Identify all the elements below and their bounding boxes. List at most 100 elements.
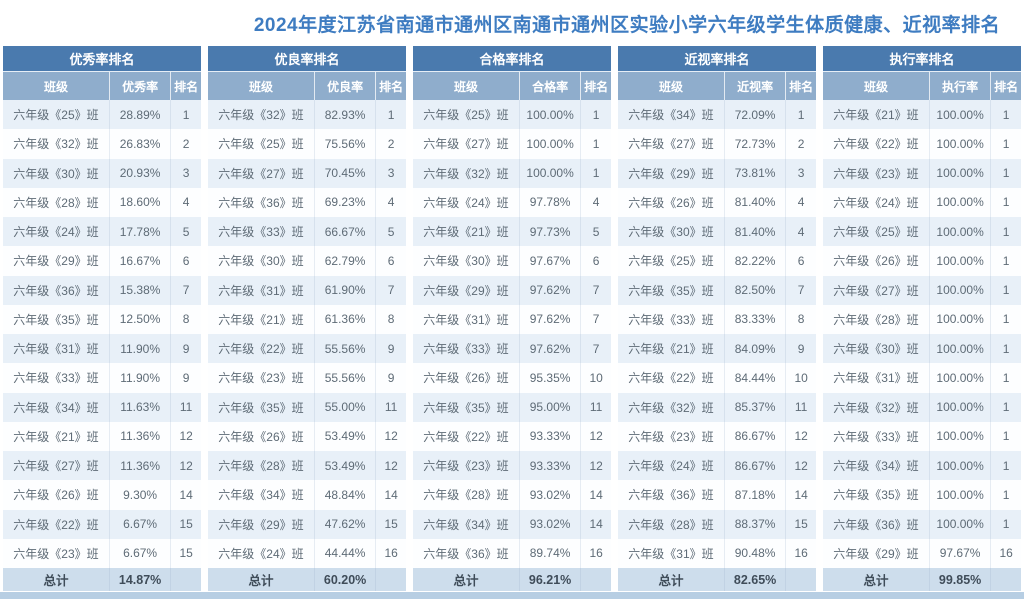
class-cell: 六年级《34》班 — [618, 100, 725, 130]
class-cell: 六年级《28》班 — [413, 480, 520, 510]
class-cell: 六年级《24》班 — [208, 538, 315, 568]
class-cell: 六年级《29》班 — [208, 509, 315, 539]
column-header-class: 班级 — [413, 72, 520, 100]
tables-container: 优秀率排名 班级 优秀率 排名 六年级《25》班 28.89% 1 六年级《32》班 26.83… — [0, 46, 1024, 591]
table-row: 六年级《31》班 97.62% 7 — [413, 304, 611, 334]
rate-cell: 81.40% — [725, 217, 787, 247]
rate-cell: 82.50% — [725, 275, 787, 305]
table-row: 六年级《33》班 100.00% 1 — [823, 421, 1021, 451]
total-value: 99.85% — [930, 568, 992, 591]
rank-cell: 5 — [182, 224, 190, 239]
rate-cell: 55.56% — [315, 334, 377, 364]
rate-cell: 93.33% — [520, 451, 582, 481]
class-cell: 六年级《31》班 — [208, 275, 315, 305]
rank-cell: 9 — [182, 370, 190, 385]
rate-cell: 97.62% — [520, 304, 582, 334]
group-header: 近视率排名 — [618, 46, 816, 72]
rate-cell: 82.93% — [315, 100, 377, 130]
class-cell: 六年级《27》班 — [3, 451, 110, 481]
total-rank — [991, 568, 1021, 591]
rate-cell: 97.78% — [520, 187, 582, 217]
total-row: 总计 60.20% — [208, 568, 406, 591]
rank-cell: 14 — [589, 517, 603, 532]
column-header-rate: 合格率 — [520, 72, 582, 100]
rank-cell: 4 — [797, 224, 805, 239]
table-row: 六年级《21》班 61.36% 8 — [208, 304, 406, 334]
rate-cell: 15.38% — [110, 275, 172, 305]
rate-cell: 93.33% — [520, 421, 582, 451]
rate-cell: 17.78% — [110, 217, 172, 247]
table-row: 六年级《30》班 97.67% 6 — [413, 246, 611, 276]
table-row: 六年级《25》班 100.00% 1 — [823, 217, 1021, 247]
class-cell: 六年级《22》班 — [3, 509, 110, 539]
table-row: 六年级《27》班 11.36% 12 — [3, 451, 201, 481]
rank-table-good-rate: 优良率排名 班级 优良率 排名 六年级《32》班 82.93% 1 六年级《25》班 75.56… — [208, 46, 406, 591]
table-row: 六年级《28》班 100.00% 1 — [823, 304, 1021, 334]
rank-cell: 7 — [182, 283, 190, 298]
rank-cell: 14 — [794, 487, 808, 502]
rank-cell: 8 — [387, 312, 395, 327]
table-row: 六年级《33》班 11.90% 9 — [3, 363, 201, 393]
rank-cell: 1 — [1002, 370, 1010, 385]
rank-cell: 4 — [797, 195, 805, 210]
rank-cell: 11 — [589, 400, 603, 415]
table-row: 六年级《26》班 9.30% 14 — [3, 480, 201, 510]
rate-cell: 100.00% — [930, 158, 992, 188]
rate-cell: 84.09% — [725, 334, 787, 364]
rank-cell: 1 — [1002, 400, 1010, 415]
rate-cell: 100.00% — [520, 100, 582, 130]
class-cell: 六年级《34》班 — [413, 509, 520, 539]
column-header-rate: 执行率 — [930, 72, 992, 100]
rank-cell: 1 — [1002, 517, 1010, 532]
rate-cell: 97.62% — [520, 275, 582, 305]
table-row: 六年级《31》班 61.90% 7 — [208, 275, 406, 305]
table-row: 六年级《25》班 75.56% 2 — [208, 129, 406, 159]
table-row: 六年级《35》班 55.00% 11 — [208, 392, 406, 422]
class-cell: 六年级《33》班 — [3, 363, 110, 393]
rank-cell: 12 — [179, 458, 193, 473]
table-row: 六年级《24》班 100.00% 1 — [823, 187, 1021, 217]
class-cell: 六年级《30》班 — [3, 158, 110, 188]
rank-cell: 9 — [387, 370, 395, 385]
table-row: 六年级《21》班 84.09% 9 — [618, 334, 816, 364]
total-label: 总计 — [823, 568, 930, 591]
rate-cell: 61.36% — [315, 304, 377, 334]
rate-cell: 100.00% — [930, 275, 992, 305]
total-label: 总计 — [618, 568, 725, 591]
rank-cell: 7 — [797, 283, 805, 298]
rank-cell: 14 — [589, 487, 603, 502]
class-cell: 六年级《23》班 — [3, 538, 110, 568]
class-cell: 六年级《29》班 — [3, 246, 110, 276]
table-row: 六年级《25》班 28.89% 1 — [3, 100, 201, 130]
rate-cell: 55.56% — [315, 363, 377, 393]
rate-cell: 100.00% — [930, 363, 992, 393]
table-row: 六年级《31》班 100.00% 1 — [823, 363, 1021, 393]
total-label: 总计 — [413, 568, 520, 591]
table-row: 六年级《22》班 55.56% 9 — [208, 334, 406, 364]
table-row: 六年级《32》班 100.00% 1 — [823, 392, 1021, 422]
rank-cell: 1 — [182, 107, 190, 122]
rank-cell: 5 — [387, 224, 395, 239]
table-row: 六年级《30》班 81.40% 4 — [618, 217, 816, 247]
class-cell: 六年级《35》班 — [3, 304, 110, 334]
table-row: 六年级《33》班 97.62% 7 — [413, 334, 611, 364]
total-label: 总计 — [3, 568, 110, 591]
class-cell: 六年级《29》班 — [618, 158, 725, 188]
class-cell: 六年级《35》班 — [413, 392, 520, 422]
column-header-rank: 排名 — [379, 79, 404, 94]
class-cell: 六年级《27》班 — [823, 275, 930, 305]
table-row: 六年级《23》班 86.67% 12 — [618, 421, 816, 451]
table-row: 六年级《32》班 85.37% 11 — [618, 392, 816, 422]
group-header: 优秀率排名 — [3, 46, 201, 72]
rank-cell: 16 — [384, 546, 398, 561]
rank-cell: 2 — [387, 136, 395, 151]
rate-cell: 11.36% — [110, 451, 172, 481]
rate-cell: 100.00% — [930, 304, 992, 334]
total-row: 总计 99.85% — [823, 568, 1021, 591]
total-rank — [171, 568, 201, 591]
rank-cell: 7 — [592, 341, 600, 356]
table-row: 六年级《27》班 100.00% 1 — [413, 129, 611, 159]
class-cell: 六年级《30》班 — [618, 217, 725, 247]
rate-cell: 11.36% — [110, 421, 172, 451]
class-cell: 六年级《26》班 — [413, 363, 520, 393]
